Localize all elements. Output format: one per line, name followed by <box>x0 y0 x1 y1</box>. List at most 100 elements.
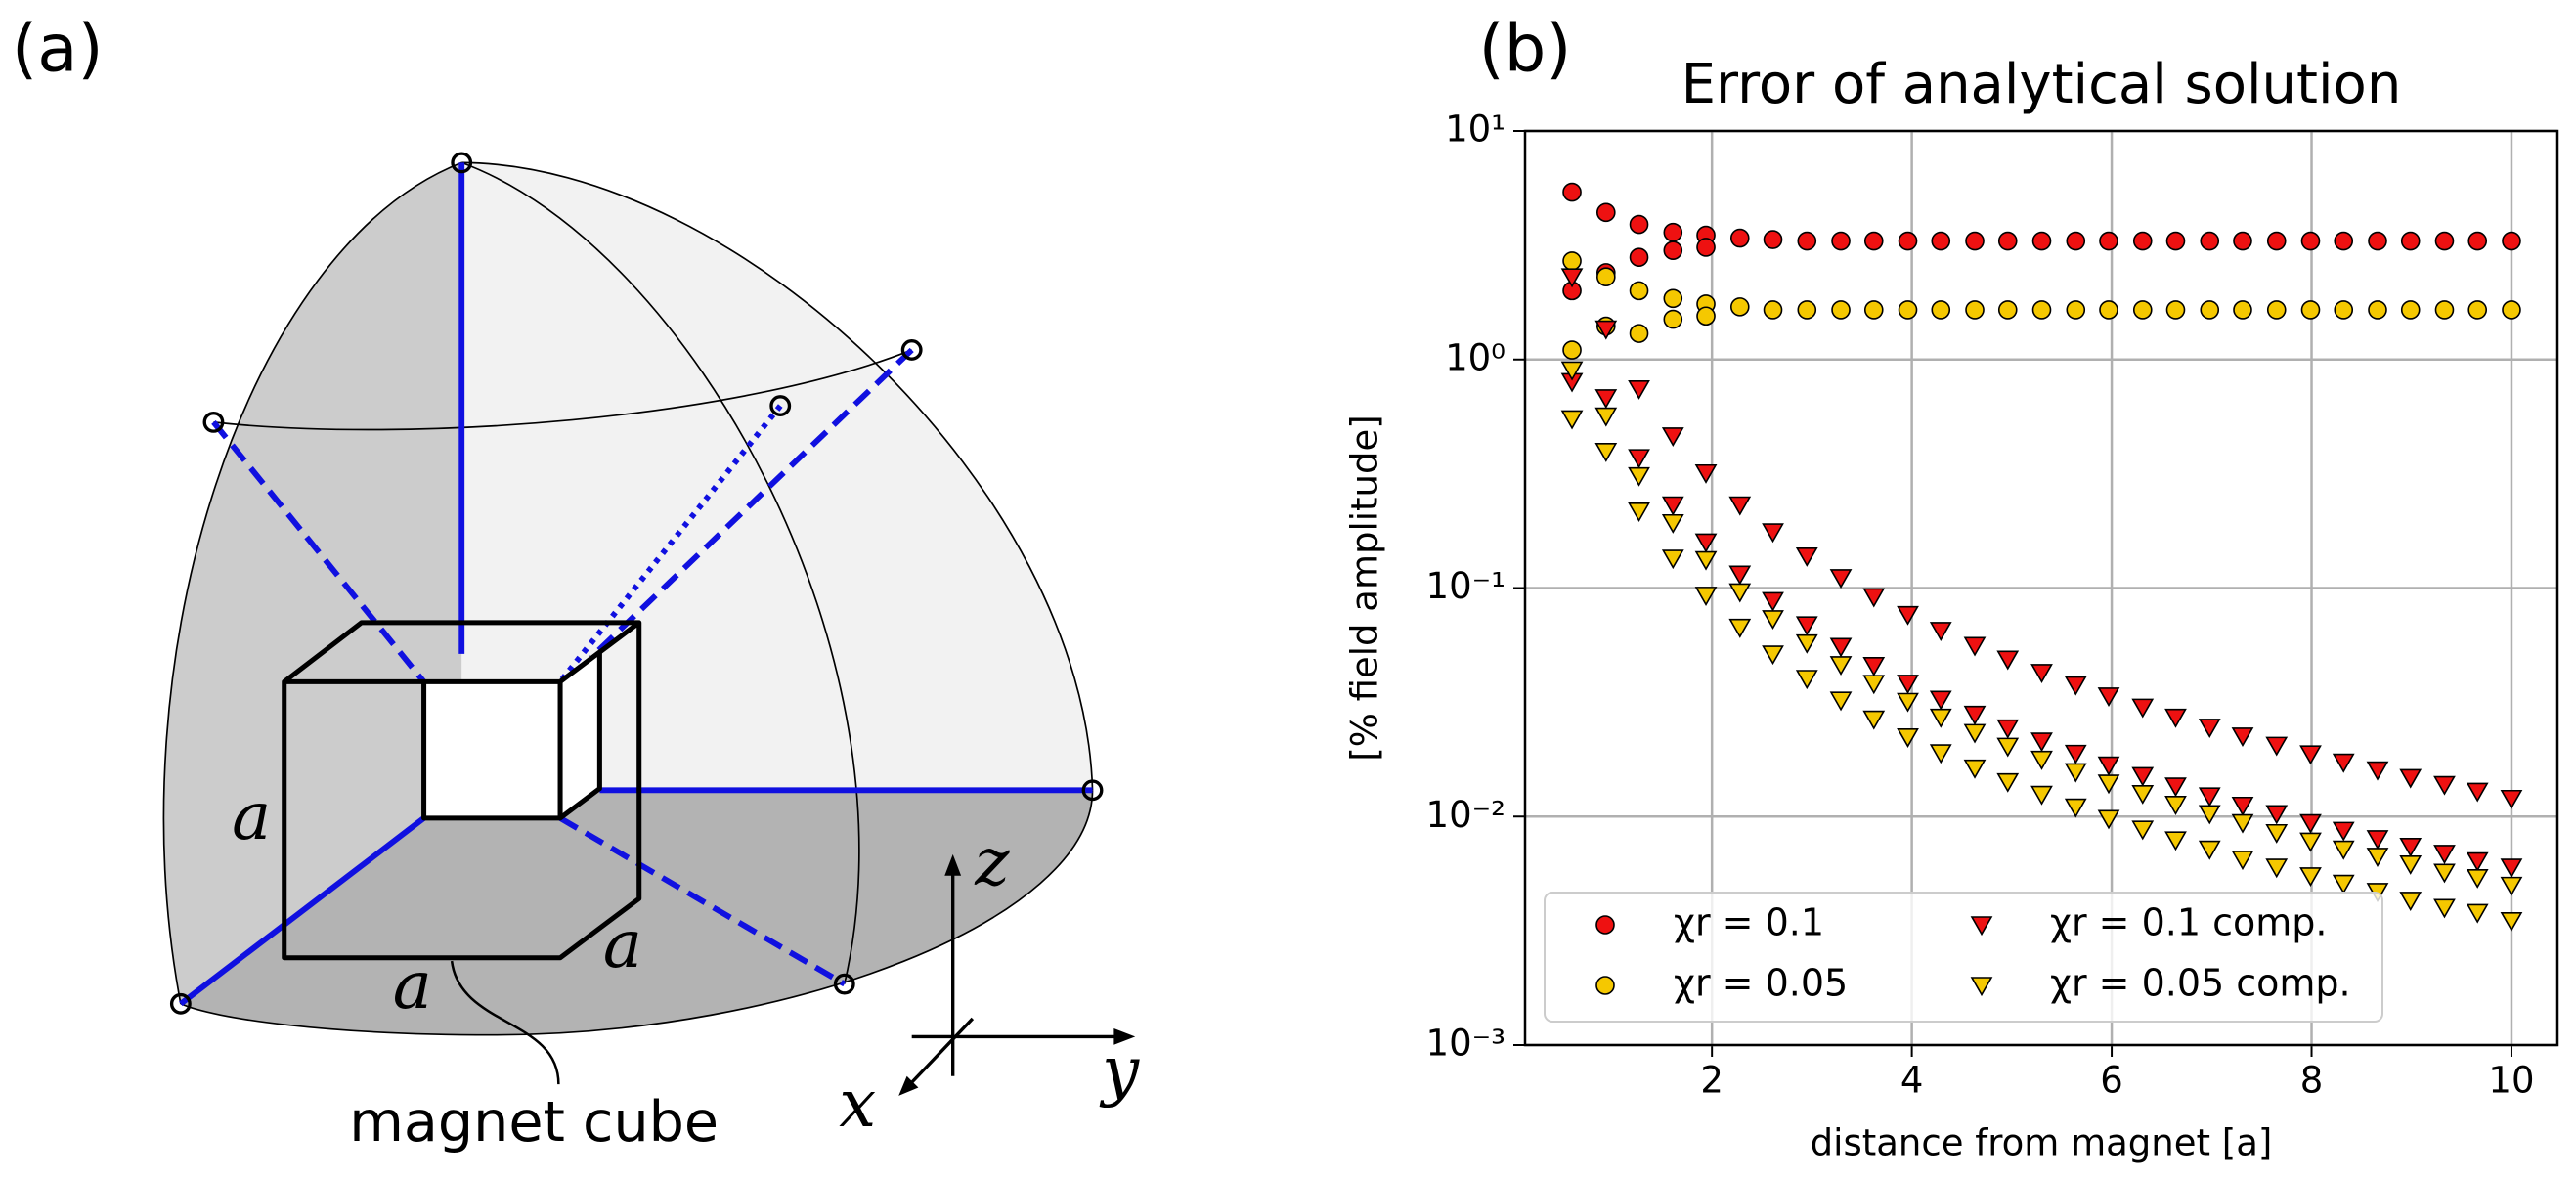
triangle-marker <box>2064 676 2087 696</box>
triangle-marker <box>1628 449 1650 469</box>
circle-marker <box>1596 267 1616 286</box>
triangle-marker <box>2164 708 2187 728</box>
circle-marker <box>2099 231 2118 251</box>
triangle-marker <box>1897 728 1919 748</box>
triangle-marker <box>1929 690 1952 711</box>
axis-name: y <box>1099 1032 1140 1109</box>
triangle-marker <box>2332 753 2355 773</box>
triangle-marker <box>2030 732 2053 753</box>
triangle-marker <box>1970 977 1993 997</box>
triangle-marker <box>1694 533 1718 553</box>
circle-marker <box>2233 231 2252 251</box>
sphere-outline <box>162 161 1094 1036</box>
triangle-marker <box>1762 591 1784 612</box>
triangle-marker <box>1661 513 1684 534</box>
triangle-marker <box>2097 809 2120 830</box>
triangle-marker <box>2332 874 2355 894</box>
circle-marker <box>2467 300 2488 320</box>
triangle-marker <box>2433 775 2456 796</box>
triangle-marker <box>2332 840 2355 860</box>
circle-marker <box>1696 238 1716 257</box>
circle-marker <box>1629 324 1649 343</box>
direction-line <box>558 815 847 987</box>
triangle-marker <box>1694 550 1718 571</box>
triangle-marker <box>1762 610 1784 631</box>
triangle-marker <box>1862 588 1886 608</box>
x-axis-label: distance from magnet [a] <box>1811 1122 2273 1164</box>
triangle-marker <box>1829 637 1853 658</box>
triangle-marker <box>1728 618 1752 638</box>
triangle-marker <box>2198 805 2221 825</box>
y-axis-label: [% field amplitude] <box>1344 414 1386 761</box>
triangle-marker <box>2131 820 2155 841</box>
triangle-marker <box>2433 898 2456 919</box>
circle-marker <box>2066 231 2086 251</box>
triangle-marker <box>1661 549 1684 570</box>
direction-line <box>589 347 914 660</box>
triangle-marker <box>2064 763 2087 783</box>
circle-marker <box>1797 231 1817 251</box>
triangle-marker <box>2231 727 2254 748</box>
circle-marker <box>1596 202 1616 223</box>
circle-marker <box>2334 300 2354 320</box>
triangle-marker <box>2097 687 2120 708</box>
circle-marker <box>2502 231 2521 251</box>
triangle-marker <box>2399 892 2423 912</box>
x-tick-label: 8 <box>2300 1060 2324 1102</box>
triangle-marker <box>2131 784 2155 805</box>
circle-marker <box>2233 300 2252 320</box>
triangle-marker <box>1560 268 1584 288</box>
circle-marker <box>2300 231 2321 251</box>
circle-marker <box>1562 251 1582 271</box>
edge-label: a <box>232 778 271 854</box>
y-tick-label: 10⁰ <box>1445 336 1506 378</box>
circle-marker <box>1763 230 1783 249</box>
triangle-marker <box>2097 756 2120 776</box>
chart-title: Error of analytical solution <box>1681 53 2402 116</box>
circle-marker <box>1595 976 1615 995</box>
panel-label: (a) <box>12 10 104 86</box>
diagram: (a) <box>12 10 1140 1154</box>
chart: (b) Error of analytical solution 2 4 6 8 10 10⁻… <box>1344 11 2559 1164</box>
triangle-marker <box>1694 463 1718 484</box>
triangle-marker <box>2198 719 2221 738</box>
arrow-head <box>898 1075 919 1096</box>
circle-marker <box>1729 297 1750 317</box>
triangle-marker <box>2231 796 2254 816</box>
circle-marker <box>2165 231 2186 251</box>
legend-label: χr = 0.05 comp. <box>2050 962 2351 1005</box>
legend-label: χr = 0.1 <box>1674 901 1824 944</box>
endpoint <box>769 395 792 417</box>
directions <box>179 162 1093 1007</box>
triangle-marker <box>2164 831 2187 851</box>
triangle-marker <box>2131 698 2155 719</box>
endpoint <box>169 992 192 1015</box>
arrow-heads <box>898 853 1136 1096</box>
caption: magnet cube <box>349 1090 719 1155</box>
endpoint <box>1081 779 1104 802</box>
circle-marker <box>2099 300 2118 320</box>
y-tick-label: 10⁻³ <box>1426 1023 1506 1065</box>
circle-marker <box>1898 300 1918 320</box>
triangle-marker <box>2265 736 2289 757</box>
circle-marker <box>1863 231 1884 251</box>
triangle-marker <box>2466 869 2489 889</box>
y-tick-label: 10¹ <box>1445 109 1506 151</box>
triangle-marker <box>1594 389 1618 410</box>
circle-marker <box>1629 281 1649 301</box>
triangle-marker <box>2500 912 2523 932</box>
x-tick-label: 6 <box>2100 1060 2123 1102</box>
circle-marker <box>2434 231 2455 251</box>
arc <box>461 161 1094 791</box>
magnet-cube <box>282 620 642 961</box>
triangle-marker <box>2097 774 2120 795</box>
circle-marker <box>2200 300 2220 320</box>
triangle-marker <box>1963 759 1987 779</box>
triangle-marker <box>1963 636 1987 657</box>
triangle-marker <box>2299 867 2322 888</box>
legend-box <box>1544 892 2383 1023</box>
triangle-marker <box>1963 705 1987 725</box>
triangle-marker <box>2399 838 2423 857</box>
octant-face <box>163 162 462 1004</box>
triangle-marker <box>2399 768 2423 789</box>
